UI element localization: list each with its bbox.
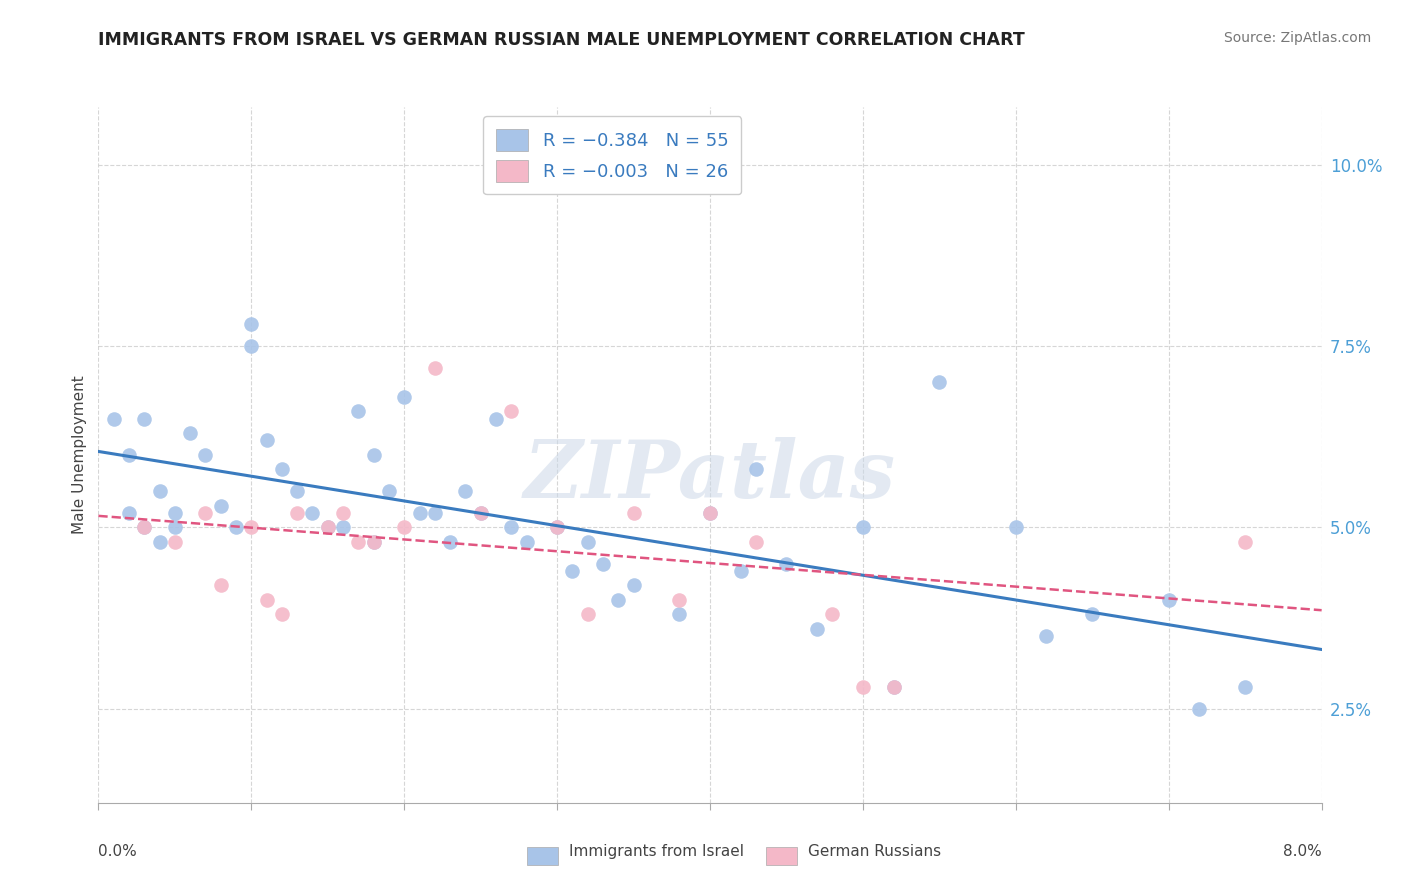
Point (194, 506, 217, 520)
Point (316, 520, 339, 534)
Point (240, 339, 263, 353)
Point (347, 535, 370, 549)
Point (699, 506, 721, 520)
Point (852, 520, 875, 534)
Text: 8.0%: 8.0% (1282, 845, 1322, 859)
Point (179, 426, 201, 441)
Legend: R = −0.384   N = 55, R = −0.003   N = 26: R = −0.384 N = 55, R = −0.003 N = 26 (484, 116, 741, 194)
Point (118, 448, 141, 462)
Point (163, 535, 186, 549)
Point (883, 680, 905, 694)
Point (699, 506, 721, 520)
Point (363, 448, 385, 462)
Text: 0.0%: 0.0% (98, 845, 138, 859)
Point (378, 484, 401, 499)
Point (163, 506, 186, 520)
Y-axis label: Male Unemployment: Male Unemployment (72, 376, 87, 534)
Point (209, 499, 232, 513)
Point (546, 520, 568, 534)
Point (561, 564, 583, 578)
Point (623, 578, 645, 592)
Point (270, 607, 294, 622)
Point (134, 520, 156, 534)
Point (163, 520, 186, 534)
Point (209, 578, 232, 592)
Point (392, 390, 416, 404)
Point (103, 411, 125, 425)
Point (730, 564, 752, 578)
Point (821, 607, 844, 622)
Point (408, 506, 430, 520)
Point (745, 462, 768, 476)
Point (256, 592, 278, 607)
Point (423, 506, 446, 520)
Point (668, 592, 690, 607)
Point (775, 557, 797, 571)
Point (1035, 629, 1057, 643)
Point (332, 506, 354, 520)
Point (883, 680, 905, 694)
Point (423, 361, 446, 376)
Point (516, 535, 538, 549)
Point (470, 506, 492, 520)
Text: IMMIGRANTS FROM ISRAEL VS GERMAN RUSSIAN MALE UNEMPLOYMENT CORRELATION CHART: IMMIGRANTS FROM ISRAEL VS GERMAN RUSSIAN… (98, 31, 1025, 49)
Point (928, 376, 950, 390)
Text: German Russians: German Russians (808, 845, 942, 859)
Point (270, 462, 294, 476)
Text: ZIPatlas: ZIPatlas (524, 437, 896, 515)
Point (149, 484, 172, 499)
Point (501, 404, 523, 418)
Point (1234, 535, 1257, 549)
Point (194, 448, 217, 462)
Text: Immigrants from Israel: Immigrants from Israel (569, 845, 744, 859)
Point (607, 592, 630, 607)
Point (806, 622, 828, 636)
Point (485, 411, 508, 425)
Point (623, 506, 645, 520)
Point (316, 520, 339, 534)
Point (285, 484, 308, 499)
Point (225, 520, 247, 534)
Point (256, 434, 278, 448)
Point (363, 535, 385, 549)
Point (1188, 701, 1211, 715)
Point (576, 535, 599, 549)
Point (470, 506, 492, 520)
Point (592, 557, 614, 571)
Point (1234, 680, 1257, 694)
Point (439, 535, 461, 549)
Point (149, 535, 172, 549)
Point (134, 520, 156, 534)
Point (118, 506, 141, 520)
Point (363, 535, 385, 549)
Point (347, 404, 370, 418)
Point (546, 520, 568, 534)
Point (240, 318, 263, 332)
Text: Source: ZipAtlas.com: Source: ZipAtlas.com (1223, 31, 1371, 45)
Point (1081, 607, 1104, 622)
Point (576, 607, 599, 622)
Point (852, 680, 875, 694)
Point (134, 411, 156, 425)
Point (285, 506, 308, 520)
Point (332, 520, 354, 534)
Point (1004, 520, 1026, 534)
Point (392, 520, 416, 534)
Point (240, 520, 263, 534)
Point (1157, 592, 1180, 607)
Point (454, 484, 477, 499)
Point (668, 607, 690, 622)
Point (301, 506, 323, 520)
Point (745, 535, 768, 549)
Point (501, 520, 523, 534)
